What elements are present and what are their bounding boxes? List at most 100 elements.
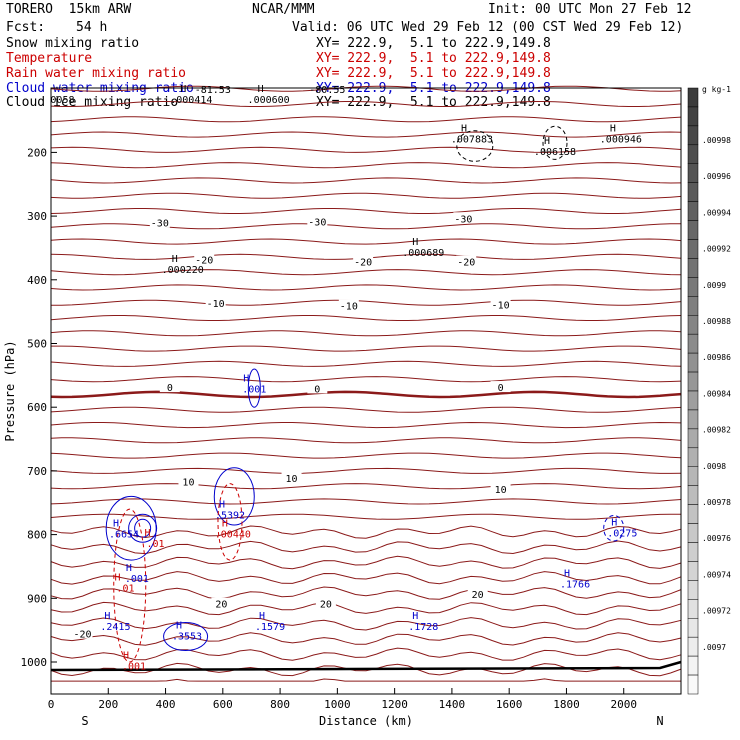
- temp-label: 20: [472, 590, 484, 601]
- x-tick-label: 1600: [496, 698, 523, 711]
- isotherm-line: [50, 376, 682, 383]
- isotherm-line: [50, 571, 682, 585]
- max-value-label: .007883: [451, 135, 493, 146]
- temp-label-bg: [194, 253, 215, 265]
- max-h-marker: H: [113, 519, 119, 530]
- max-h-marker: H: [564, 568, 570, 579]
- max-value-label: .1766: [560, 579, 590, 590]
- max-h-marker: H: [611, 517, 617, 528]
- x-tick-label: 1400: [439, 698, 466, 711]
- moisture-contour: [163, 622, 209, 652]
- max-value-label: .00440: [215, 530, 251, 541]
- x-tick-label: 400: [156, 698, 176, 711]
- colorbar-swatch: [687, 182, 699, 202]
- isotherm-line: [50, 483, 682, 490]
- moisture-contour: [113, 508, 147, 663]
- center-label: NCAR/MMM: [252, 2, 315, 17]
- colorbar-tick-label: .00986: [702, 353, 731, 362]
- isotherm-line: [50, 238, 682, 245]
- isotherm-line: [50, 421, 682, 429]
- isotherm-line: [50, 555, 682, 570]
- colorbar-unit: g kg-1: [702, 85, 731, 94]
- colorbar-swatch: [687, 485, 699, 505]
- x-tick-label: 1200: [381, 698, 408, 711]
- colorbar-swatch: [687, 258, 699, 278]
- colorbar-tick-label: .00998: [702, 136, 731, 145]
- y-tick-label: 800: [27, 529, 47, 542]
- max-value-label: .001: [122, 661, 146, 672]
- y-tick-label: 900: [27, 592, 47, 605]
- colorbar-tick-label: .00978: [702, 498, 731, 507]
- y-axis-label: Pressure (hPa): [3, 340, 17, 441]
- temp-label-bg: [467, 588, 488, 600]
- max-value-label: .6654: [109, 530, 139, 541]
- max-h-marker: H: [145, 528, 151, 539]
- plot-frame: [50, 87, 682, 695]
- x-tick-label: 2000: [610, 698, 637, 711]
- max-h-marker: H: [123, 650, 129, 661]
- colorbar-swatch: [687, 220, 699, 240]
- colorbar-swatch: [687, 201, 699, 221]
- temp-label: 20: [215, 600, 227, 611]
- max-h-marker: H: [114, 573, 120, 584]
- colorbar-swatch: [687, 163, 699, 183]
- temp-label-bg: [72, 627, 93, 639]
- colorbar-tick-label: .0098: [702, 462, 726, 471]
- colorbar-swatch: [687, 580, 699, 600]
- y-tick-label: 600: [27, 401, 47, 414]
- valid-time: Valid: 06 UTC Wed 29 Feb 12 (00 CST Wed …: [292, 20, 684, 35]
- y-tick-label: 700: [27, 465, 47, 478]
- x-tick-label: 1800: [553, 698, 580, 711]
- max-h-marker: H: [243, 373, 249, 384]
- colorbar-tick-label: .00974: [702, 570, 731, 579]
- max-value-label: .5392: [215, 510, 245, 521]
- isotherm-line: [50, 390, 682, 399]
- forecast-label: Fcst:: [6, 20, 46, 35]
- colorbar-tick-label: .00972: [702, 607, 731, 616]
- contour-labels: -30 -30 -30 -20 -20 -20 -10 -10 -10 0 0 0 10 10 10 20 20…: [50, 84, 642, 672]
- endpoint-north: N: [656, 714, 663, 728]
- moisture-contour: [456, 130, 494, 162]
- max-h-marker: H: [610, 124, 616, 135]
- temp-label-bg: [205, 297, 226, 309]
- max-value-label: .1579: [255, 622, 285, 633]
- temp-label: -30: [308, 217, 326, 228]
- y-tick-label: 500: [27, 338, 47, 351]
- temp-label: 0: [498, 383, 504, 394]
- colorbar-swatch: [687, 333, 699, 354]
- isotherm-line: [51, 678, 681, 682]
- isotherm-line: [50, 162, 682, 169]
- axes: 0 200 400 600 800 1000 1200 1400 1600 1800 2000200…: [21, 146, 637, 711]
- isotherm-line: [50, 101, 682, 107]
- isotherm-line: [50, 586, 682, 600]
- isotherm-line: [50, 617, 682, 631]
- colorbar-tick-label: .00976: [702, 534, 731, 543]
- max-h-marker: H: [219, 499, 225, 510]
- colorbar-tick-label: .00988: [702, 317, 731, 326]
- temp-label: 10: [495, 485, 507, 496]
- max-value-label: .000689: [402, 248, 444, 259]
- colorbar-swatch: [687, 239, 699, 259]
- max-h-marker: H: [180, 84, 186, 95]
- isotherm-line: [50, 85, 682, 92]
- colorbar-swatch: [687, 277, 699, 297]
- max-value-label: .000600: [248, 95, 290, 106]
- field-xy-rain: XY= 222.9, 5.1 to 222.9,149.8: [316, 66, 551, 81]
- isotherm-line: [50, 540, 682, 555]
- endpoint-south: S: [81, 714, 88, 728]
- max-value-label: .0275: [607, 528, 637, 539]
- colorbar-swatch: [687, 655, 699, 676]
- moisture-contour: [128, 513, 158, 543]
- colorbar-swatch: [687, 466, 699, 486]
- isotherm-line: [50, 452, 682, 459]
- isotherm-line: [50, 498, 682, 505]
- colorbar-tick-label: .00982: [702, 426, 731, 435]
- max-value-label: .1728: [408, 622, 438, 633]
- temp-label: -30: [151, 219, 169, 230]
- y-tick-label: 200: [27, 146, 47, 159]
- max-h-marker: H: [222, 519, 228, 530]
- max-value-label: .3553: [172, 632, 202, 643]
- temp-label: 0: [314, 384, 320, 395]
- isotherm-line: [50, 315, 682, 321]
